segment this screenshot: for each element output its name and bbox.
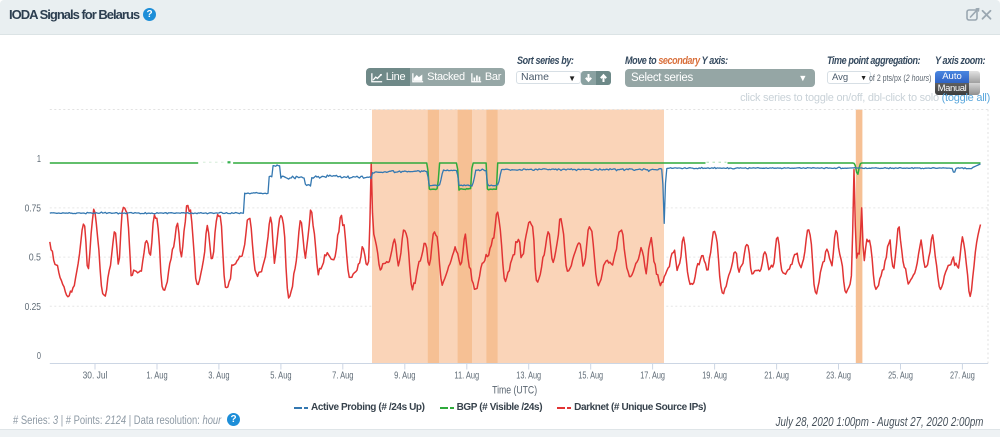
svg-text:1. Aug: 1. Aug — [146, 370, 167, 382]
svg-text:1: 1 — [37, 153, 41, 165]
svg-text:Time (UTC): Time (UTC) — [492, 385, 537, 397]
svg-text:13. Aug: 13. Aug — [516, 370, 541, 382]
svg-text:5. Aug: 5. Aug — [270, 370, 291, 382]
svg-text:3. Aug: 3. Aug — [208, 370, 229, 382]
svg-text:17. Aug: 17. Aug — [640, 370, 665, 382]
svg-text:23. Aug: 23. Aug — [826, 370, 851, 382]
svg-text:11. Aug: 11. Aug — [454, 370, 479, 382]
svg-text:0.5: 0.5 — [29, 252, 41, 264]
svg-text:30. Jul: 30. Jul — [83, 370, 108, 382]
svg-text:0.25: 0.25 — [25, 301, 42, 313]
svg-text:25. Aug: 25. Aug — [888, 370, 913, 382]
svg-text:7. Aug: 7. Aug — [332, 370, 353, 382]
svg-text:21. Aug: 21. Aug — [764, 370, 789, 382]
svg-text:15. Aug: 15. Aug — [578, 370, 603, 382]
svg-text:19. Aug: 19. Aug — [702, 370, 727, 382]
svg-text:27. Aug: 27. Aug — [950, 370, 975, 382]
svg-text:0.75: 0.75 — [25, 202, 42, 214]
svg-text:0: 0 — [37, 350, 41, 362]
svg-text:9. Aug: 9. Aug — [394, 370, 415, 382]
